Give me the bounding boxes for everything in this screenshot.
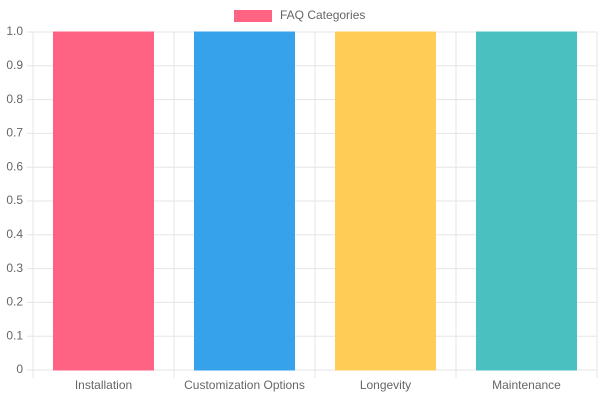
- y-tick-label: 0: [16, 362, 23, 376]
- bar: [476, 31, 577, 371]
- x-tick-label: Maintenance: [492, 378, 561, 392]
- y-tick-label: 0.7: [6, 126, 23, 140]
- bar: [53, 31, 154, 371]
- y-tick-label: 0.2: [6, 295, 23, 309]
- bar: [194, 31, 295, 371]
- y-tick-label: 0.1: [6, 328, 23, 342]
- y-tick-label: 0.3: [6, 261, 23, 275]
- y-tick-label: 0.4: [6, 227, 23, 241]
- y-tick-label: 0.5: [6, 193, 23, 207]
- y-tick-label: 1.0: [6, 24, 23, 38]
- x-tick-label: Installation: [75, 378, 132, 392]
- y-tick-label: 0.8: [6, 92, 23, 106]
- legend-label[interactable]: FAQ Categories: [280, 8, 365, 22]
- y-tick-label: 0.9: [6, 58, 23, 72]
- x-tick-label: Longevity: [360, 378, 411, 392]
- x-tick-label: Customization Options: [184, 378, 305, 392]
- legend-swatch[interactable]: [234, 10, 272, 22]
- y-tick-label: 0.6: [6, 159, 23, 173]
- bar: [335, 31, 436, 371]
